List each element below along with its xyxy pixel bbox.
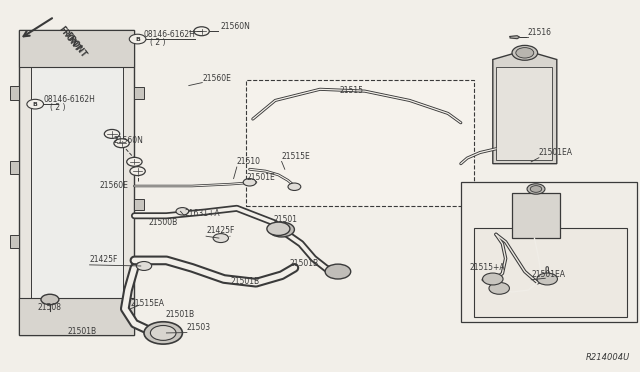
Circle shape [325, 264, 351, 279]
Text: 21501: 21501 [274, 215, 298, 224]
Bar [461, 182, 637, 322]
Circle shape [129, 34, 146, 44]
Text: 21631+A: 21631+A [184, 209, 220, 218]
Text: 21560E: 21560E [202, 74, 231, 83]
Circle shape [288, 183, 301, 190]
Text: 21515E: 21515E [282, 152, 310, 161]
Text: 21515+A: 21515+A [470, 263, 506, 272]
Text: 21501E: 21501E [246, 173, 275, 182]
Circle shape [150, 326, 176, 340]
Circle shape [130, 167, 145, 176]
Circle shape [41, 294, 59, 305]
Bar [19, 30, 134, 67]
Text: ( 2 ): ( 2 ) [150, 38, 166, 47]
Bar [31, 36, 123, 328]
Text: 21516: 21516 [528, 28, 552, 37]
Text: FRONT: FRONT [63, 31, 88, 60]
Circle shape [537, 273, 557, 285]
Bar [19, 298, 134, 335]
Text: FRONT: FRONT [56, 25, 81, 54]
Circle shape [267, 222, 290, 235]
Text: 21503: 21503 [187, 323, 211, 332]
Text: 21501B: 21501B [230, 277, 260, 286]
Text: 21515: 21515 [339, 86, 364, 95]
Text: 21510: 21510 [237, 157, 261, 166]
Circle shape [136, 262, 152, 270]
Text: 21501B: 21501B [165, 310, 195, 319]
Circle shape [530, 186, 541, 192]
Bar [10, 86, 19, 100]
Text: 21425F: 21425F [206, 226, 234, 235]
Text: 21500B: 21500B [148, 218, 178, 227]
Circle shape [176, 208, 189, 215]
Circle shape [194, 27, 209, 36]
Circle shape [27, 99, 44, 109]
Text: 21501B: 21501B [289, 259, 319, 268]
Text: 08146-6162H: 08146-6162H [44, 95, 95, 104]
Circle shape [127, 157, 142, 166]
Circle shape [527, 184, 545, 194]
Text: 21515EA: 21515EA [131, 299, 164, 308]
Bar [474, 228, 627, 317]
Circle shape [104, 129, 120, 138]
Text: 21508: 21508 [37, 304, 61, 312]
Text: 21560N: 21560N [221, 22, 251, 31]
Text: 21501B: 21501B [67, 327, 97, 336]
Text: 08146-6162H: 08146-6162H [144, 30, 196, 39]
Text: 21501EA: 21501EA [531, 270, 565, 279]
Text: 21501EA: 21501EA [539, 148, 573, 157]
Text: 21425F: 21425F [90, 255, 118, 264]
Circle shape [213, 234, 228, 243]
Polygon shape [510, 36, 520, 39]
Text: 21560N: 21560N [114, 136, 144, 145]
Bar [10, 235, 19, 248]
Circle shape [144, 322, 182, 344]
Bar [134, 199, 144, 210]
Text: R214004U: R214004U [586, 353, 630, 362]
Circle shape [269, 222, 294, 237]
Text: 21560E: 21560E [99, 181, 128, 190]
Circle shape [483, 273, 503, 285]
Text: B: B [135, 36, 140, 42]
Bar [512, 193, 560, 238]
Circle shape [512, 45, 538, 60]
Bar [19, 30, 134, 335]
Bar [134, 87, 144, 99]
Circle shape [114, 139, 129, 148]
Circle shape [489, 282, 509, 294]
Circle shape [243, 179, 256, 186]
Text: ( 2 ): ( 2 ) [50, 103, 65, 112]
Bar [496, 67, 552, 160]
Bar [10, 161, 19, 174]
Polygon shape [493, 48, 557, 164]
Bar [246, 80, 474, 206]
Circle shape [516, 48, 534, 58]
Text: B: B [33, 102, 38, 107]
